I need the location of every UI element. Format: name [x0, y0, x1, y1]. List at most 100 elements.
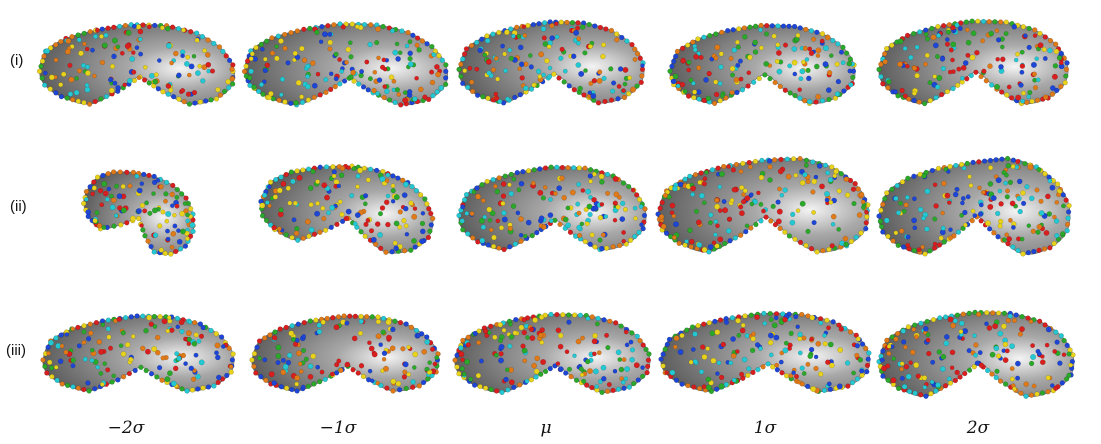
- landmark-point: [737, 58, 743, 64]
- landmark-point: [557, 366, 564, 373]
- landmark-point: [1007, 313, 1013, 319]
- landmark-point: [383, 365, 389, 372]
- landmark-point: [188, 29, 194, 35]
- landmark-point: [575, 62, 582, 68]
- landmark-point: [507, 244, 513, 250]
- landmark-point: [490, 243, 497, 250]
- landmark-point: [890, 377, 897, 384]
- landmark-point: [754, 342, 761, 348]
- landmark-point: [516, 34, 522, 39]
- landmark-point: [735, 349, 740, 354]
- landmark-point: [200, 385, 206, 391]
- landmark-point: [341, 78, 348, 84]
- landmark-point: [1066, 202, 1072, 209]
- landmark-point: [662, 192, 669, 199]
- landmark-point: [680, 57, 687, 64]
- landmark-point: [397, 320, 404, 326]
- landmark-point: [954, 312, 961, 318]
- landmark-point: [508, 55, 514, 62]
- landmark-point: [381, 357, 387, 362]
- landmark-point: [278, 174, 284, 180]
- landmark-point: [582, 238, 588, 245]
- landmark-point: [220, 48, 226, 55]
- landmark-point: [978, 218, 984, 224]
- landmark-point: [456, 66, 462, 73]
- landmark-point: [715, 371, 720, 376]
- landmark-point: [804, 57, 810, 62]
- landmark-point: [882, 51, 888, 57]
- landmark-point: [370, 236, 377, 243]
- landmark-point: [886, 79, 892, 85]
- landmark-point: [941, 180, 947, 187]
- landmark-point: [365, 177, 371, 183]
- landmark-point: [1064, 60, 1070, 66]
- landmark-point: [858, 191, 865, 198]
- landmark-point: [112, 80, 118, 86]
- landmark-point: [193, 352, 199, 358]
- landmark-point: [329, 204, 336, 211]
- landmark-point: [315, 200, 321, 206]
- landmark-point: [87, 29, 93, 35]
- landmark-point: [114, 183, 119, 189]
- landmark-point: [795, 208, 801, 213]
- landmark-point: [829, 243, 835, 249]
- landmark-point: [314, 29, 320, 36]
- landmark-point: [961, 165, 967, 171]
- landmark-point: [1027, 164, 1034, 171]
- landmark-point: [110, 169, 117, 175]
- landmark-point: [717, 236, 724, 243]
- landmark-point: [405, 29, 411, 36]
- landmark-point: [922, 251, 928, 257]
- landmark-point: [193, 332, 199, 338]
- landmark-point: [335, 314, 342, 320]
- landmark-point: [848, 82, 854, 88]
- landmark-point: [911, 173, 917, 179]
- landmark-point: [1007, 179, 1014, 186]
- landmark-point: [863, 345, 869, 352]
- landmark-point: [782, 229, 788, 235]
- landmark-point: [799, 179, 806, 186]
- landmark-point: [927, 248, 933, 254]
- landmark-point: [371, 87, 377, 94]
- landmark-point: [1019, 69, 1025, 75]
- landmark-point: [987, 181, 994, 187]
- landmark-point: [747, 54, 753, 61]
- landmark-point: [328, 86, 334, 93]
- landmark-point: [972, 213, 978, 218]
- landmark-point: [381, 94, 387, 101]
- landmark-point: [965, 27, 970, 33]
- landmark-point: [69, 34, 75, 40]
- landmark-point: [111, 223, 117, 229]
- landmark-point: [807, 353, 813, 359]
- landmark-point: [700, 344, 706, 350]
- landmark-point: [1052, 63, 1059, 69]
- landmark-point: [714, 203, 721, 210]
- landmark-point: [268, 90, 274, 97]
- landmark-point: [920, 244, 925, 250]
- landmark-point: [932, 241, 938, 247]
- landmark-point: [351, 78, 357, 84]
- landmark-point: [280, 357, 286, 363]
- landmark-point: [485, 58, 492, 65]
- landmark-point: [161, 318, 168, 325]
- landmark-point: [1027, 89, 1033, 96]
- landmark-point: [986, 226, 993, 232]
- landmark-point: [784, 373, 790, 379]
- landmark-point: [269, 35, 275, 41]
- landmark-point: [567, 229, 574, 235]
- landmark-point: [853, 332, 859, 338]
- landmark-point: [154, 334, 161, 341]
- landmark-point: [251, 84, 257, 90]
- landmark-point: [608, 97, 615, 103]
- landmark-point: [135, 215, 142, 222]
- landmark-point: [557, 221, 563, 228]
- landmark-point: [118, 222, 124, 228]
- landmark-point: [1004, 194, 1010, 200]
- landmark-point: [226, 85, 232, 91]
- landmark-point: [111, 53, 117, 60]
- landmark-point: [1009, 95, 1015, 101]
- landmark-point: [497, 322, 503, 328]
- landmark-point: [511, 176, 517, 182]
- landmark-point: [561, 195, 567, 201]
- landmark-point: [428, 222, 434, 228]
